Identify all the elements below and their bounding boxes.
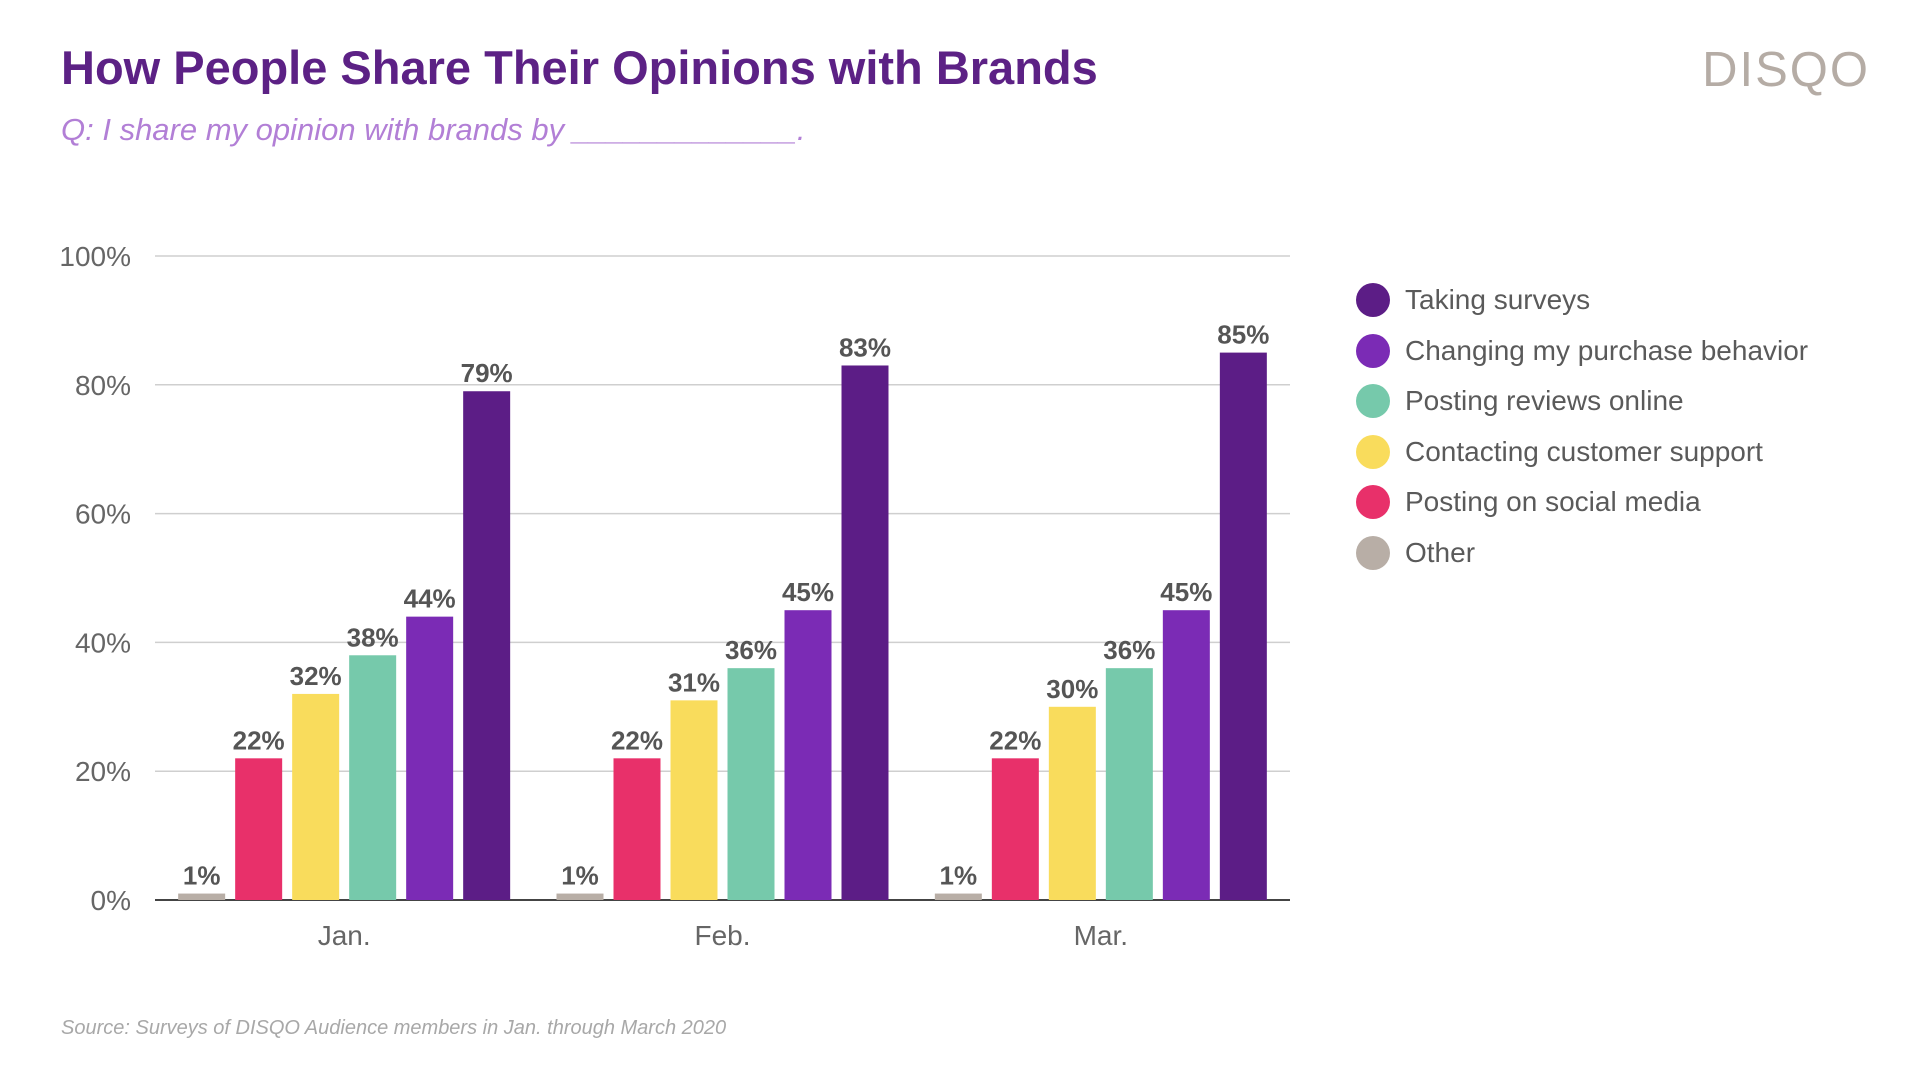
bar-posting-reviews-online [727,668,775,900]
bar-value-label: 22% [233,725,285,755]
legend-swatch-other [1356,535,1390,570]
legend-item: Posting on social media [1356,477,1808,528]
bar-value-label: 36% [1103,635,1155,665]
bar-value-label: 83% [839,332,891,362]
bar-taking-surveys [463,391,511,900]
bar-value-label: 85% [1217,320,1269,350]
bar-posting-reviews-online [349,655,397,900]
bar-value-label: 1% [940,861,978,891]
bar-changing-my-purchase-behavior [406,616,454,900]
source-note: Source: Surveys of DISQO Audience member… [61,1017,727,1039]
legend-label: Contacting customer support [1405,435,1763,467]
legend-item: Posting reviews online [1356,376,1808,427]
bar-value-label: 1% [183,861,221,891]
y-tick-label: 100% [59,241,131,272]
legend-swatch-customer-support [1356,434,1390,469]
bar-other [178,893,226,900]
legend-item: Changing my purchase behavior [1356,326,1808,377]
bar-value-label: 31% [668,667,720,697]
y-tick-label: 80% [75,370,131,401]
bar-posting-on-social-media [235,758,283,900]
bar-changing-my-purchase-behavior [1162,610,1210,900]
bar-taking-surveys [841,365,889,901]
y-tick-label: 40% [75,627,131,658]
y-tick-label: 20% [75,756,131,787]
bar-contacting-customer-support [670,700,718,900]
bar-value-label: 79% [461,358,513,388]
bar-other [934,893,982,900]
legend-item: Other [1356,528,1808,579]
bar-value-label: 22% [611,725,663,755]
bar-chart: 0% 20% 40% 60% 80% 100% 1% 22% 32%38%44% 79% 1% 22… [59,241,1290,951]
bar-value-label: 1% [561,861,599,891]
chart-title: How People Share Their Opinions with Bra… [61,41,1098,94]
x-axis-ticks: Jan. Feb. Mar. [318,920,1128,951]
y-axis-ticks: 0% 20% 40% 60% 80% 100% [59,241,131,916]
disqo-logo: DISQO [1702,43,1870,97]
gridlines [155,255,1290,901]
legend-swatch-taking-surveys [1356,283,1390,318]
bar-value-label: 36% [725,635,777,665]
bar-value-label: 22% [989,725,1041,755]
bar-posting-reviews-online [1105,668,1153,900]
bars [178,352,1267,901]
bar-taking-surveys [1219,352,1267,901]
legend-label: Other [1405,536,1476,568]
legend: Taking surveys Changing my purchase beha… [1356,275,1808,578]
legend-label: Posting on social media [1405,486,1701,518]
bar-value-label: 32% [290,661,342,691]
legend-swatch-changing-purchase [1356,333,1390,368]
bar-posting-on-social-media [613,758,661,900]
bar-contacting-customer-support [1048,706,1096,900]
x-tick-label: Feb. [694,920,750,951]
x-tick-label: Jan. [318,920,371,951]
legend-swatch-posting-reviews [1356,384,1390,419]
bar-value-label: 45% [782,577,834,607]
bar-value-label: 30% [1046,674,1098,704]
bar-value-label: 44% [404,584,456,614]
bar-value-label: 45% [1160,577,1212,607]
legend-item: Contacting customer support [1356,427,1808,478]
bar-changing-my-purchase-behavior [784,610,832,900]
legend-swatch-social-media [1356,485,1390,520]
legend-item: Taking surveys [1356,275,1808,326]
x-tick-label: Mar. [1074,920,1128,951]
bar-value-label: 38% [347,622,399,652]
y-tick-label: 60% [75,499,131,530]
legend-label: Taking surveys [1405,284,1591,316]
bar-other [556,893,604,900]
bar-labels: 1%22%32%38%44%79%1%22%31%36%45%83%1%22%3… [183,320,1269,891]
bar-posting-on-social-media [991,758,1039,900]
legend-label: Changing my purchase behavior [1405,334,1809,366]
bar-contacting-customer-support [292,693,340,900]
y-tick-label: 0% [91,885,131,916]
legend-label: Posting reviews online [1405,385,1684,417]
chart-subtitle: Q: I share my opinion with brands by ___… [61,112,806,147]
